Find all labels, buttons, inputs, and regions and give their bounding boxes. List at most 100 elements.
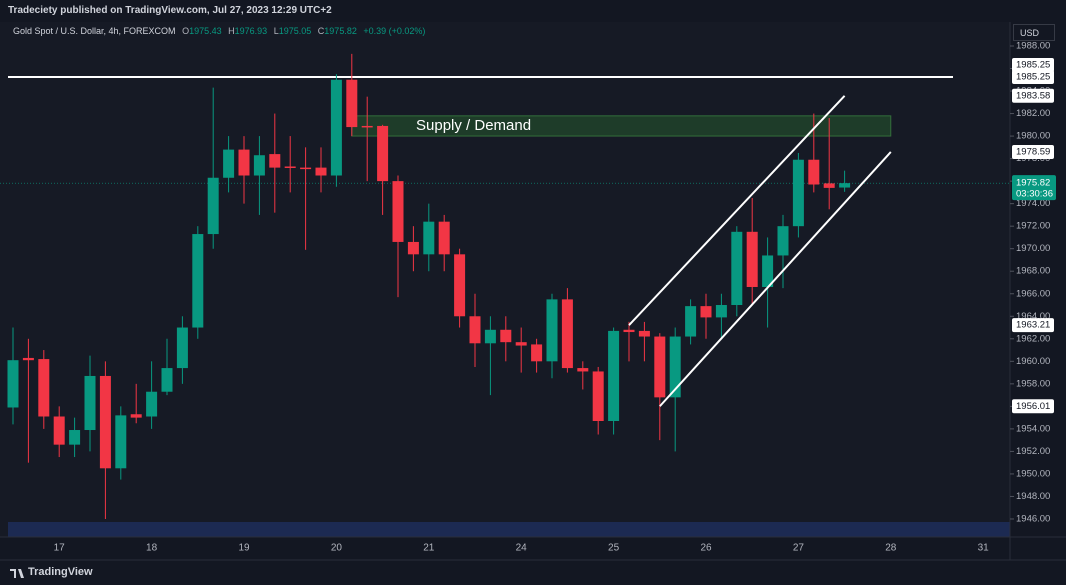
candle-body (469, 316, 481, 344)
candle-body (577, 368, 589, 372)
y-tick-label: 1960.00 (1016, 356, 1050, 367)
ohlc-key: C (317, 26, 325, 36)
price-label: 1985.25 (1016, 71, 1050, 82)
candle-body (823, 183, 835, 188)
y-tick-label: 1974.00 (1016, 198, 1050, 209)
countdown: 03:30:36 (1016, 189, 1053, 200)
y-tick-label: 1972.00 (1016, 221, 1050, 232)
ohlc-key: O (182, 26, 190, 36)
y-tick-label: 1954.00 (1016, 423, 1050, 434)
candle-body (53, 416, 65, 445)
candle-body (777, 226, 789, 256)
candle-body (792, 159, 804, 227)
candle-body (377, 125, 389, 182)
candle-body (454, 254, 466, 317)
price-label-box (1012, 88, 1054, 103)
candle-body (592, 371, 604, 422)
y-tick-label: 1946.00 (1016, 513, 1050, 524)
price-label: 1963.21 (1016, 320, 1050, 331)
ohlc-value: 1975.43 (189, 26, 222, 36)
candle-body (654, 336, 666, 398)
price-label: 1956.01 (1016, 401, 1050, 412)
candle-body (223, 149, 235, 178)
y-tick-label: 1948.00 (1016, 491, 1050, 502)
candle-body (746, 231, 758, 287)
candle-body (84, 375, 96, 431)
price-label-box (1012, 318, 1054, 333)
candle-body (330, 79, 342, 176)
candle-body (130, 414, 142, 418)
price-label: 1978.59 (1016, 146, 1050, 157)
x-tick-label: 19 (238, 543, 250, 554)
candle-body (253, 155, 265, 176)
currency-button[interactable]: USD (1013, 24, 1055, 41)
candle-body (500, 329, 512, 343)
candle-body (161, 368, 173, 392)
candle-body (638, 330, 650, 337)
ohlc-value: 1975.82 (324, 26, 357, 36)
x-tick-label: 28 (885, 543, 897, 554)
price-label-box (1012, 69, 1054, 84)
x-tick-label: 17 (54, 543, 66, 554)
current-price-box (1012, 175, 1056, 201)
candle-body (315, 167, 327, 176)
candle-body (269, 154, 281, 168)
candle-body (731, 231, 743, 306)
price-label-box (1012, 57, 1054, 72)
ohlc-value: 1975.05 (278, 26, 312, 36)
candle-body (361, 125, 373, 128)
y-tick-label: 1966.00 (1016, 288, 1050, 299)
x-tick-label: 25 (608, 543, 620, 554)
candle-body (839, 183, 851, 188)
candle-body (238, 149, 250, 176)
candle-body (69, 430, 81, 445)
ohlc-key: H (228, 26, 235, 36)
candle-body (146, 391, 158, 417)
candle-body (392, 181, 404, 242)
candle-body (715, 305, 727, 318)
price-label: 1983.58 (1016, 90, 1050, 101)
session-band (8, 522, 1010, 537)
publisher-line: Tradeciety published on TradingView.com,… (8, 5, 332, 16)
y-tick-label: 1980.00 (1016, 131, 1050, 142)
candle-body (300, 167, 312, 170)
plot-area (0, 22, 1010, 537)
candle-body (546, 299, 558, 362)
candle-body (346, 79, 358, 128)
ohlc-value: 1976.93 (234, 26, 268, 36)
candle-body (22, 357, 34, 361)
candle-body (808, 159, 820, 185)
y-tick-label: 1950.00 (1016, 468, 1050, 479)
candle-body (700, 306, 712, 318)
candle-body (423, 221, 435, 255)
symbol: Gold Spot / U.S. Dollar, 4h, FOREXCOM (13, 26, 176, 36)
y-tick-label: 1964.00 (1016, 311, 1050, 322)
candle-body (192, 234, 204, 328)
candle-body (7, 360, 19, 408)
candle-body (685, 306, 697, 337)
x-tick-label: 26 (700, 543, 712, 554)
trend-line (628, 95, 846, 326)
candle-body (484, 329, 496, 344)
symbol-line: Gold Spot / U.S. Dollar, 4h, FOREXCOM O1… (13, 26, 425, 36)
trend-line (659, 151, 892, 407)
candle-body (176, 327, 188, 369)
candle-body (608, 330, 620, 422)
x-tick-label: 31 (978, 543, 990, 554)
candle-body (115, 415, 127, 469)
y-tick-label: 1988.00 (1016, 41, 1050, 52)
candle-body (407, 241, 419, 255)
y-tick-label: 1958.00 (1016, 378, 1050, 389)
current-price-label: 1975.82 (1016, 178, 1050, 189)
brand: TradingView (28, 566, 93, 578)
candle-body (762, 255, 774, 287)
x-tick-label: 18 (146, 543, 158, 554)
x-tick-label: 21 (423, 543, 435, 554)
candle-body (99, 375, 111, 469)
x-tick-label: 24 (516, 543, 528, 554)
price-label-box (1012, 144, 1054, 159)
y-tick-label: 1982.00 (1016, 108, 1050, 119)
price-label: 1985.25 (1016, 59, 1050, 70)
